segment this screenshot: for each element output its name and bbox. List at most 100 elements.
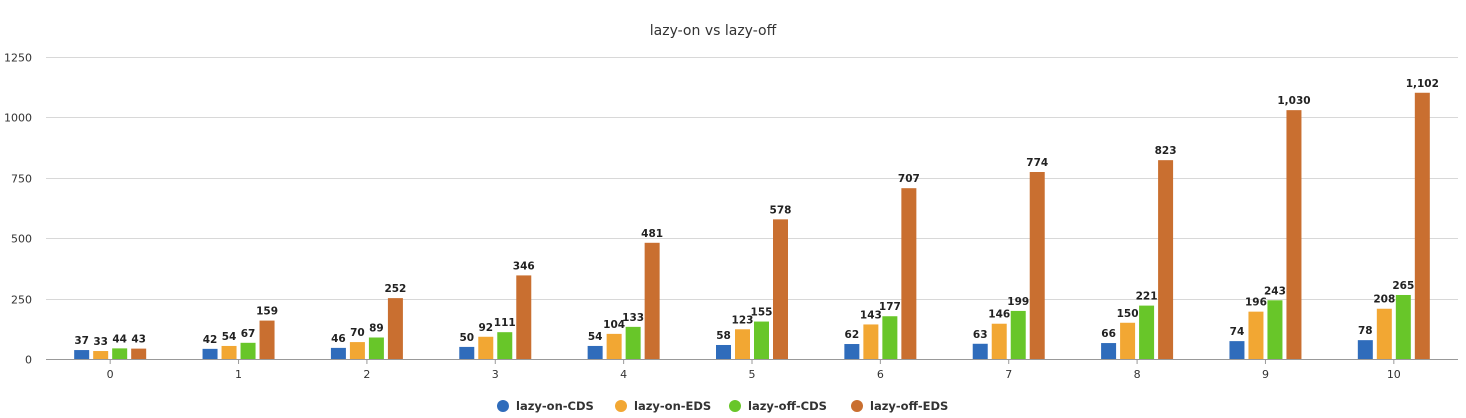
data-label: 46 — [331, 333, 346, 345]
bar[interactable] — [112, 348, 128, 359]
bar[interactable] — [1120, 322, 1136, 359]
bar[interactable] — [368, 337, 384, 359]
data-label: 208 — [1373, 294, 1395, 306]
x-tick-label: 4 — [620, 368, 627, 381]
legend-marker — [497, 400, 509, 412]
data-label: 44 — [112, 333, 127, 345]
legend: lazy-on-CDS lazy-on-EDS lazy-off-CDS lazy-o… — [497, 399, 948, 413]
bar[interactable] — [330, 347, 346, 359]
bar[interactable] — [1267, 300, 1283, 359]
bar[interactable] — [1229, 341, 1245, 359]
data-label: 58 — [716, 330, 731, 342]
legend-marker — [851, 400, 863, 412]
bar[interactable] — [221, 345, 237, 359]
data-label: 37 — [74, 335, 89, 347]
bar[interactable] — [1101, 343, 1117, 359]
legend-label: lazy-on-EDS — [634, 399, 711, 413]
bar[interactable] — [1357, 340, 1373, 359]
bar[interactable] — [716, 344, 731, 359]
x-tick-label: 6 — [877, 368, 884, 381]
bar[interactable] — [74, 350, 90, 359]
bar[interactable] — [349, 342, 365, 359]
bar[interactable] — [606, 333, 622, 359]
data-label: 63 — [973, 329, 988, 341]
x-tick-label: 8 — [1134, 368, 1141, 381]
bar[interactable] — [459, 346, 475, 359]
data-label: 1,030 — [1277, 95, 1310, 107]
bar[interactable] — [1029, 172, 1045, 359]
x-tick-label: 0 — [107, 368, 114, 381]
bar[interactable] — [93, 351, 109, 359]
bar[interactable] — [1010, 310, 1026, 359]
data-label: 104 — [603, 319, 625, 331]
bar[interactable] — [497, 332, 513, 359]
bar[interactable] — [1158, 160, 1174, 359]
bars — [74, 92, 1430, 359]
bar[interactable] — [387, 298, 403, 359]
bar[interactable] — [478, 336, 494, 359]
x-tick-label: 9 — [1262, 368, 1269, 381]
y-tick-label: 0 — [25, 354, 32, 367]
data-label: 133 — [622, 312, 644, 324]
bar[interactable] — [259, 320, 275, 359]
y-tick-label: 1000 — [4, 112, 32, 125]
bar[interactable] — [863, 324, 879, 359]
data-label: 33 — [93, 336, 108, 348]
bar[interactable] — [516, 275, 532, 359]
y-tick-label: 750 — [11, 173, 32, 186]
data-label: 62 — [845, 329, 860, 341]
y-tick-label: 500 — [11, 233, 32, 246]
bar[interactable] — [1414, 92, 1430, 359]
data-label: 155 — [751, 307, 773, 319]
data-label: 823 — [1155, 145, 1177, 157]
legend-marker — [615, 400, 627, 412]
legend-item[interactable]: lazy-on-CDS — [497, 399, 594, 413]
legend-item[interactable]: lazy-off-EDS — [851, 399, 948, 413]
data-label: 177 — [879, 301, 901, 313]
data-label: 123 — [732, 314, 754, 326]
bar[interactable] — [1286, 110, 1302, 359]
bar[interactable] — [1248, 311, 1264, 359]
bar[interactable] — [625, 326, 641, 359]
x-axis-ticks: 0 1 2 3 4 5 6 7 8 9 10 — [107, 359, 1401, 381]
y-tick-label: 1250 — [4, 52, 32, 65]
bar[interactable] — [587, 345, 603, 359]
bar[interactable] — [991, 323, 1007, 359]
bar[interactable] — [754, 321, 769, 359]
bar[interactable] — [202, 348, 218, 359]
data-label: 70 — [350, 327, 365, 339]
bar[interactable] — [131, 348, 147, 359]
bar[interactable] — [1376, 308, 1392, 359]
bar[interactable] — [1395, 294, 1411, 359]
data-label: 54 — [222, 331, 237, 343]
legend-marker — [729, 400, 741, 412]
data-label: 67 — [241, 328, 256, 340]
data-label: 265 — [1392, 280, 1414, 292]
bar[interactable] — [735, 329, 750, 359]
bar[interactable] — [882, 316, 898, 359]
data-label: 89 — [369, 322, 384, 334]
bar[interactable] — [644, 242, 660, 359]
bar[interactable] — [844, 344, 860, 359]
bar[interactable] — [1139, 305, 1155, 359]
bar[interactable] — [972, 343, 988, 359]
legend-item[interactable]: lazy-off-CDS — [729, 399, 827, 413]
x-tick-label: 1 — [235, 368, 242, 381]
data-label: 43 — [131, 334, 146, 346]
x-tick-label: 10 — [1387, 368, 1401, 381]
data-label: 196 — [1245, 297, 1267, 309]
data-label: 707 — [898, 173, 920, 185]
data-label: 146 — [988, 309, 1010, 321]
bar[interactable] — [240, 342, 256, 359]
bar[interactable] — [773, 219, 788, 359]
legend-item[interactable]: lazy-on-EDS — [615, 399, 711, 413]
bar[interactable] — [901, 188, 917, 359]
data-label: 221 — [1136, 291, 1158, 303]
data-label: 481 — [641, 228, 663, 240]
data-label: 74 — [1230, 326, 1245, 338]
data-label: 243 — [1264, 285, 1286, 297]
data-label: 578 — [770, 204, 792, 216]
data-label: 54 — [588, 331, 603, 343]
